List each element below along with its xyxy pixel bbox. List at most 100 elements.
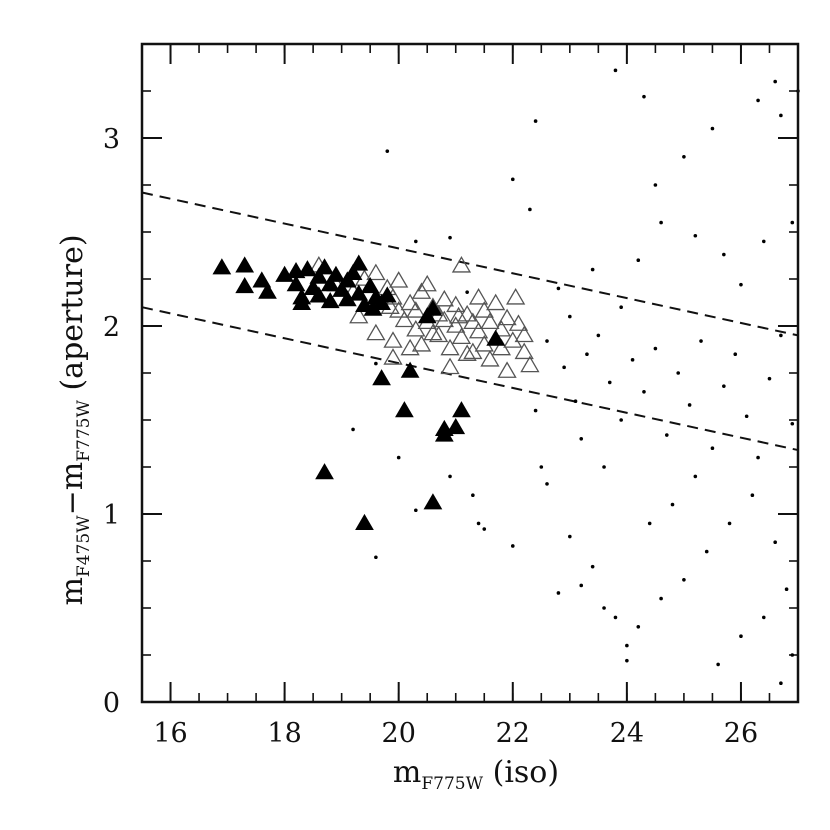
dot-point (471, 493, 475, 497)
dot-point (579, 437, 583, 441)
dot-point (557, 287, 561, 291)
y-tick-label: 0 (103, 688, 120, 719)
dot-point (597, 334, 601, 338)
dot-point (631, 358, 635, 362)
filled-triangle-point (236, 257, 253, 272)
dot-point (728, 522, 732, 526)
open-triangle-point (402, 340, 419, 355)
open-triangle-point (384, 333, 401, 348)
dot-point (374, 555, 378, 559)
dot-point (568, 315, 572, 319)
dot-point (676, 371, 680, 375)
dot-point (745, 414, 749, 418)
dot-point (790, 221, 794, 225)
dot-point (711, 127, 715, 131)
x-tick-label: 16 (153, 718, 187, 749)
open-triangle-point (436, 291, 453, 306)
minor-ticks (142, 44, 798, 702)
dot-point (636, 258, 640, 262)
dot-point (374, 362, 378, 366)
dot-point (619, 418, 623, 422)
dot-point (574, 399, 578, 403)
filled-triangle-point (356, 515, 373, 530)
dot-point (619, 305, 623, 309)
dot-point (790, 653, 794, 657)
dot-point (699, 339, 703, 343)
dot-point (773, 80, 777, 84)
x-tick-label: 22 (496, 718, 530, 749)
x-tick-label: 24 (610, 718, 644, 749)
dot-point (562, 366, 566, 370)
dot-point (642, 390, 646, 394)
dot-point (659, 221, 663, 225)
major-ticks (142, 44, 798, 702)
filled-triangle-point (316, 259, 333, 274)
dot-point (511, 178, 515, 182)
x-axis-title: mF775W (iso) (393, 755, 559, 794)
dot-point (642, 95, 646, 99)
tick-labels: 16 18 20 22 24 260123 (103, 124, 758, 749)
filled-triangle-point (424, 494, 441, 509)
dot-point (688, 403, 692, 407)
dot-point (790, 422, 794, 426)
dot-point (671, 503, 675, 507)
dot-point (385, 149, 389, 153)
filled-triangle-point (396, 402, 413, 417)
dot-point (779, 114, 783, 118)
open-triangle-point (390, 272, 407, 287)
dot-point (773, 540, 777, 544)
dot-point (614, 616, 618, 620)
dot-point (659, 597, 663, 601)
dot-point (351, 428, 355, 432)
dot-point (545, 482, 549, 486)
y-tick-label: 2 (103, 312, 120, 343)
dot-point (682, 578, 686, 582)
x-tick-label: 20 (382, 718, 416, 749)
open-triangle-point (481, 314, 498, 329)
dot-point (557, 591, 561, 595)
y-tick-label: 3 (103, 124, 120, 155)
dot-point (540, 465, 544, 469)
open-triangle-point (504, 333, 521, 348)
filled-triangle-point (373, 370, 390, 385)
dot-point (768, 377, 772, 381)
dot-point (448, 475, 452, 479)
dot-point (585, 352, 589, 356)
dot-point (545, 339, 549, 343)
filled-triangle-point (236, 278, 253, 293)
open-triangle-point (447, 297, 464, 312)
open-triangle-point (367, 265, 384, 280)
dot-point (568, 535, 572, 539)
open-triangle-point (521, 357, 538, 372)
dot-point (397, 456, 401, 460)
dot-point (511, 544, 515, 548)
open-triangle-point (487, 295, 504, 310)
dot-point (591, 565, 595, 569)
dot-point (694, 475, 698, 479)
open-triangle-point (367, 325, 384, 340)
data-points (213, 69, 799, 685)
open-triangle-point (453, 257, 470, 272)
dot-point (694, 234, 698, 238)
dot-point (477, 522, 481, 526)
filled-triangle-point (316, 464, 333, 479)
open-triangle-point (442, 359, 459, 374)
dot-point (654, 183, 658, 187)
dot-point (482, 527, 486, 531)
open-triangle-point (442, 340, 459, 355)
open-triangle-point (453, 329, 470, 344)
filled-triangle-point (447, 419, 464, 434)
dot-point (448, 236, 452, 240)
dot-point (591, 268, 595, 272)
dot-point (785, 587, 789, 591)
dot-point (602, 606, 606, 610)
dot-point (705, 550, 709, 554)
y-axis-title: mF475W−mF775W (aperture) (55, 234, 94, 605)
dot-point (602, 465, 606, 469)
dot-point (625, 644, 629, 648)
filled-triangle-point (453, 402, 470, 417)
filled-triangle-point (487, 331, 504, 346)
dot-point (762, 616, 766, 620)
dot-point (779, 334, 783, 338)
